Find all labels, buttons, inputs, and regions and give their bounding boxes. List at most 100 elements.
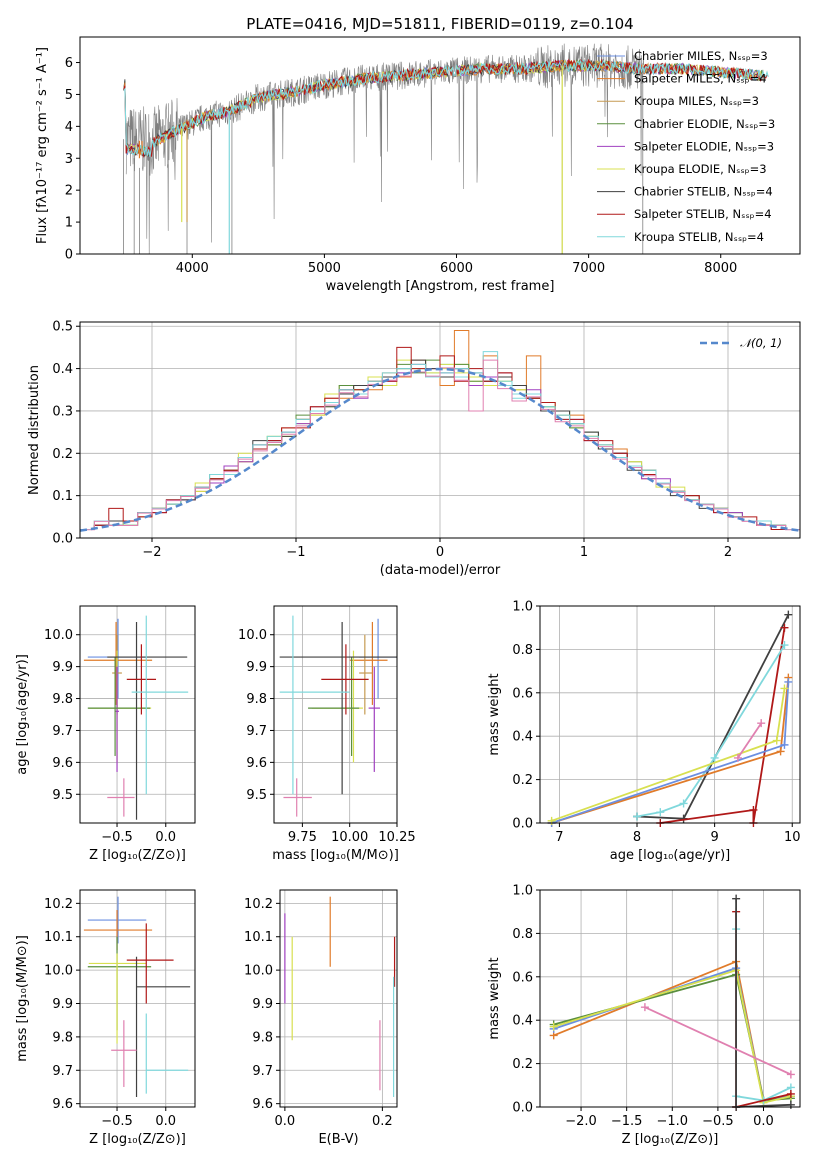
- y-tick-label: 9.5: [246, 788, 267, 803]
- y-tick-label: 9.9: [52, 997, 73, 1012]
- y-tick-label: 3: [65, 152, 73, 167]
- y-tick-label: 0.4: [512, 730, 533, 745]
- y-tick-label: 10.0: [44, 628, 73, 643]
- y-tick-label: 9.8: [246, 692, 267, 707]
- x-tick-label: 9: [710, 830, 718, 845]
- weight-line: [551, 677, 790, 824]
- weight-marker: [732, 894, 741, 903]
- x-tick-label: 6000: [440, 261, 473, 276]
- y-tick-label: 0.8: [512, 643, 533, 658]
- x-tick-label: 0.2: [372, 1114, 393, 1129]
- x-tick-label: 8: [633, 830, 641, 845]
- x-axis-label: wavelength [Angstrom, rest frame]: [326, 279, 555, 294]
- x-tick-label: 1: [580, 545, 588, 560]
- weight-line: [737, 722, 762, 759]
- spectrum-panel: 4000 5000 6000 7000 8000 0 1 2 3 4 5 6 wavelength [A…: [35, 36, 801, 294]
- x-tick-label: −0.5: [702, 1114, 734, 1129]
- y-tick-label: 0.0: [512, 817, 533, 832]
- x-tick-label: 0: [436, 545, 444, 560]
- weight-line: [644, 1006, 792, 1076]
- y-tick-label: 9.6: [52, 756, 73, 771]
- weight-marker: [640, 1003, 649, 1012]
- weight-marker: [679, 799, 688, 808]
- x-tick-label: 10: [784, 830, 801, 845]
- y-axis-label: mass weight: [487, 957, 502, 1039]
- legend-label: Chabrier ELODIE, Nₛₛₚ=3: [634, 117, 775, 131]
- x-tick-label: 2: [724, 545, 732, 560]
- y-tick-label: 0.2: [512, 773, 533, 788]
- y-tick-label: 10.0: [44, 964, 73, 979]
- axes-frame: [79, 36, 801, 255]
- weight-line: [551, 688, 786, 822]
- y-tick-label: 9.8: [252, 1030, 273, 1045]
- weight-marker: [780, 684, 789, 693]
- y-tick-label: 9.8: [52, 1030, 73, 1045]
- legend-label: Salpeter ELODIE, Nₛₛₚ=3: [634, 139, 774, 153]
- legend-label: Kroupa ELODIE, Nₛₛₚ=3: [634, 162, 767, 176]
- x-tick-label: 8000: [704, 261, 737, 276]
- x-tick-label: 0.0: [753, 1114, 774, 1129]
- y-tick-label: 9.6: [52, 1097, 73, 1112]
- y-tick-label: 9.7: [252, 1064, 273, 1079]
- x-tick-label: −2.0: [565, 1114, 597, 1129]
- normal-curve: [79, 367, 801, 532]
- weight-line: [636, 644, 786, 818]
- weight-marker: [757, 719, 766, 728]
- y-tick-label: 0.0: [52, 532, 73, 547]
- x-axis-label: age [log₁₀(age/yr)]: [610, 848, 731, 863]
- weight-marker: [549, 1022, 558, 1031]
- weight-marker: [780, 641, 789, 650]
- x-tick-label: 10.25: [378, 830, 415, 845]
- x-tick-label: 7: [555, 830, 563, 845]
- weight-vs-metallicity-panel: −2.0 −1.5 −1.0 −0.5 0.0 0.0 0.2 0.4 0.6 0.8 1.0 Z […: [487, 884, 801, 1147]
- y-tick-label: 4: [65, 120, 73, 135]
- x-axis-label: Z [log₁₀(Z/Z⊙)]: [89, 848, 186, 863]
- y-tick-label: 0.5: [52, 320, 73, 335]
- mass-vs-metallicity-panel: −0.5 0.0 9.6 9.7 9.8 9.9 10.0 10.1 10.2 Z [log₁₀(…: [15, 889, 196, 1147]
- y-tick-label: 9.7: [246, 724, 267, 739]
- legend-label: Salpeter MILES, Nₛₛₚ=4: [634, 72, 767, 86]
- y-tick-label: 9.5: [52, 788, 73, 803]
- spectrum-title: PLATE=0416, MJD=51811, FIBERID=0119, z=0…: [246, 15, 633, 33]
- y-tick-label: 9.7: [52, 724, 73, 739]
- x-axis-label: Z [log₁₀(Z/Z⊙)]: [89, 1132, 186, 1147]
- weight-line: [636, 614, 790, 820]
- histogram-series: [79, 359, 800, 538]
- legend-label: 𝒩(0, 1): [740, 336, 782, 350]
- histogram-series: [79, 359, 801, 538]
- y-tick-label: 0.6: [512, 686, 533, 701]
- weight-marker: [776, 747, 785, 756]
- x-tick-label: −1.0: [656, 1114, 688, 1129]
- weight-marker: [656, 808, 665, 817]
- axes-frame: [273, 605, 398, 824]
- y-tick-label: 9.6: [246, 756, 267, 771]
- legend-label: Kroupa STELIB, Nₛₛₚ=4: [634, 230, 764, 244]
- weight-marker: [784, 610, 793, 619]
- legend-label: Chabrier STELIB, Nₛₛₚ=4: [634, 185, 773, 199]
- y-tick-label: 9.6: [252, 1097, 273, 1112]
- y-tick-label: 0.2: [512, 1057, 533, 1072]
- y-tick-label: 1.0: [512, 600, 533, 615]
- axes-frame: [79, 889, 196, 1108]
- y-tick-label: 0.8: [512, 927, 533, 942]
- weight-marker: [710, 753, 719, 762]
- x-axis-label: E(B-V): [318, 1132, 358, 1147]
- y-tick-label: 0.0: [512, 1101, 533, 1116]
- y-tick-label: 9.9: [252, 997, 273, 1012]
- y-tick-label: 10.1: [44, 930, 73, 945]
- x-tick-label: 7000: [572, 261, 605, 276]
- weight-marker: [786, 1070, 795, 1079]
- y-tick-label: 0.1: [52, 489, 73, 504]
- x-tick-label: −1.5: [611, 1114, 643, 1129]
- y-tick-label: 10.0: [238, 628, 267, 643]
- axes-frame: [539, 889, 801, 1108]
- age-vs-metallicity-panel: −0.5 0.0 9.5 9.6 9.7 9.8 9.9 10.0 Z [log₁₀(Z/Z⊙)…: [15, 605, 196, 863]
- y-tick-label: 6: [65, 56, 73, 71]
- y-axis-label: Normed distribution: [27, 365, 42, 495]
- y-tick-label: 9.8: [52, 692, 73, 707]
- x-tick-label: 9.75: [288, 830, 317, 845]
- weight-line: [660, 627, 786, 824]
- y-tick-label: 10.0: [244, 964, 273, 979]
- weight-marker: [784, 677, 793, 686]
